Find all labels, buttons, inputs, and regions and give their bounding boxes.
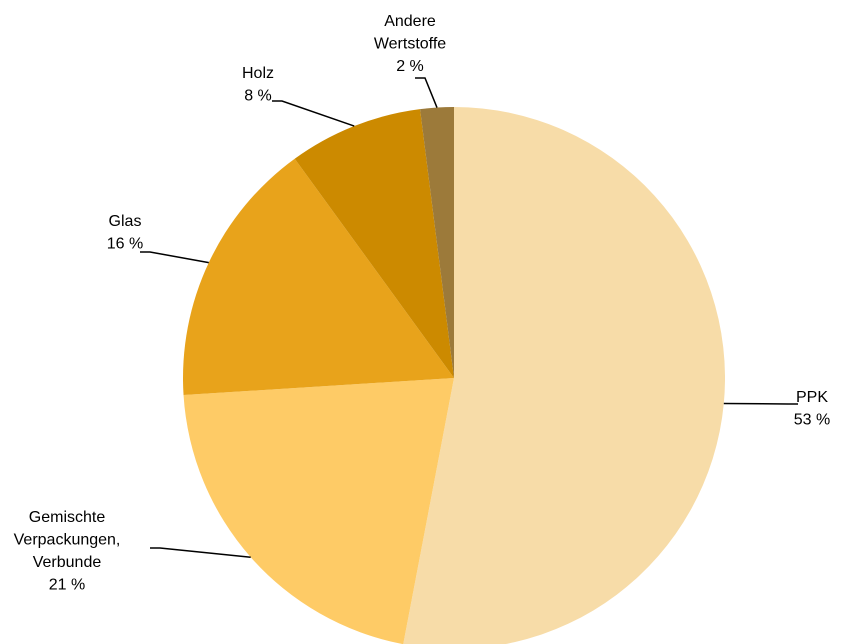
value-label: 2 % (396, 58, 424, 75)
pie-slice (420, 107, 454, 378)
category-label: Glas (109, 213, 142, 230)
label-line: Verpackungen, (14, 532, 121, 549)
label-line: Gemischte (29, 509, 106, 526)
category-label: Holz (242, 65, 274, 82)
label-line: Wertstoffe (374, 36, 446, 53)
label-line: Holz (242, 65, 274, 82)
category-label: Andere Wertstoffe (374, 13, 446, 53)
value-label: 21 % (49, 577, 85, 594)
label-line: PPK (796, 389, 828, 406)
value-label: 8 % (244, 88, 272, 105)
value-label: 16 % (107, 236, 143, 253)
label-line: Verbunde (33, 554, 102, 571)
label-line: Andere (384, 13, 436, 30)
slice-label: Holz 8 % (242, 65, 274, 105)
category-label: PPK (796, 389, 828, 406)
slice-label: Gemischte Verpackungen, Verbunde 21 % (14, 509, 121, 594)
value-label: 53 % (794, 412, 830, 429)
leader-line (140, 251, 209, 264)
pie-slice (403, 107, 725, 644)
leader-line (272, 100, 355, 127)
slice-label: Glas 16 % (107, 213, 143, 253)
pie-slice (294, 109, 454, 379)
leader-line (150, 547, 251, 558)
pie-slice (183, 378, 454, 644)
slice-label: PPK 53 % (794, 389, 830, 429)
slice-label: Andere Wertstoffe 2 % (374, 13, 446, 75)
pie-slice (183, 158, 454, 396)
leader-line (415, 77, 438, 108)
label-line: Glas (109, 213, 142, 230)
category-label: Gemischte Verpackungen, Verbunde (14, 509, 121, 571)
